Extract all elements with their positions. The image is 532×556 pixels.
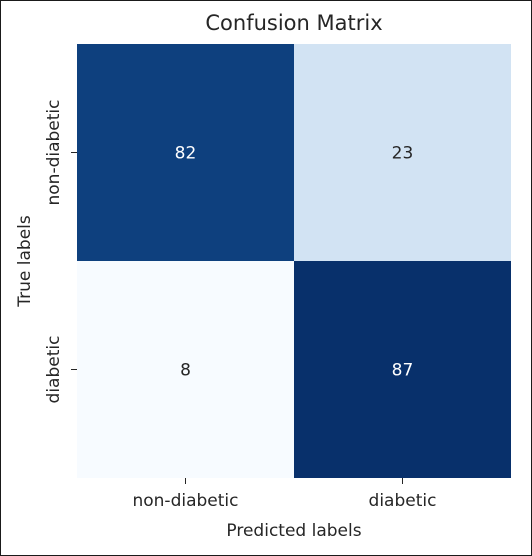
x-tick-label: diabetic (369, 491, 437, 511)
heatmap-cell (77, 261, 294, 478)
y-tick-label: non-diabetic (44, 99, 64, 205)
y-tick-label: diabetic (44, 336, 64, 404)
cell-value-label: 82 (175, 144, 197, 164)
heatmap-cell-labels: 82 23 8 87 (175, 144, 414, 381)
cell-value-label: 23 (392, 144, 414, 164)
x-axis-ticks: non-diabetic diabetic (132, 478, 436, 511)
heatmap-cell (294, 261, 511, 478)
chart-title: Confusion Matrix (205, 11, 382, 35)
cell-value-label: 87 (392, 361, 414, 381)
y-axis-label: True labels (15, 215, 35, 308)
x-tick-label: non-diabetic (132, 491, 238, 511)
heatmap-cell (77, 44, 294, 261)
x-axis-label: Predicted labels (226, 521, 361, 541)
y-axis-ticks: non-diabetic diabetic (44, 99, 77, 403)
heatmap-cell (294, 44, 511, 261)
cell-value-label: 8 (180, 361, 191, 381)
heatmap-cells (77, 44, 511, 478)
